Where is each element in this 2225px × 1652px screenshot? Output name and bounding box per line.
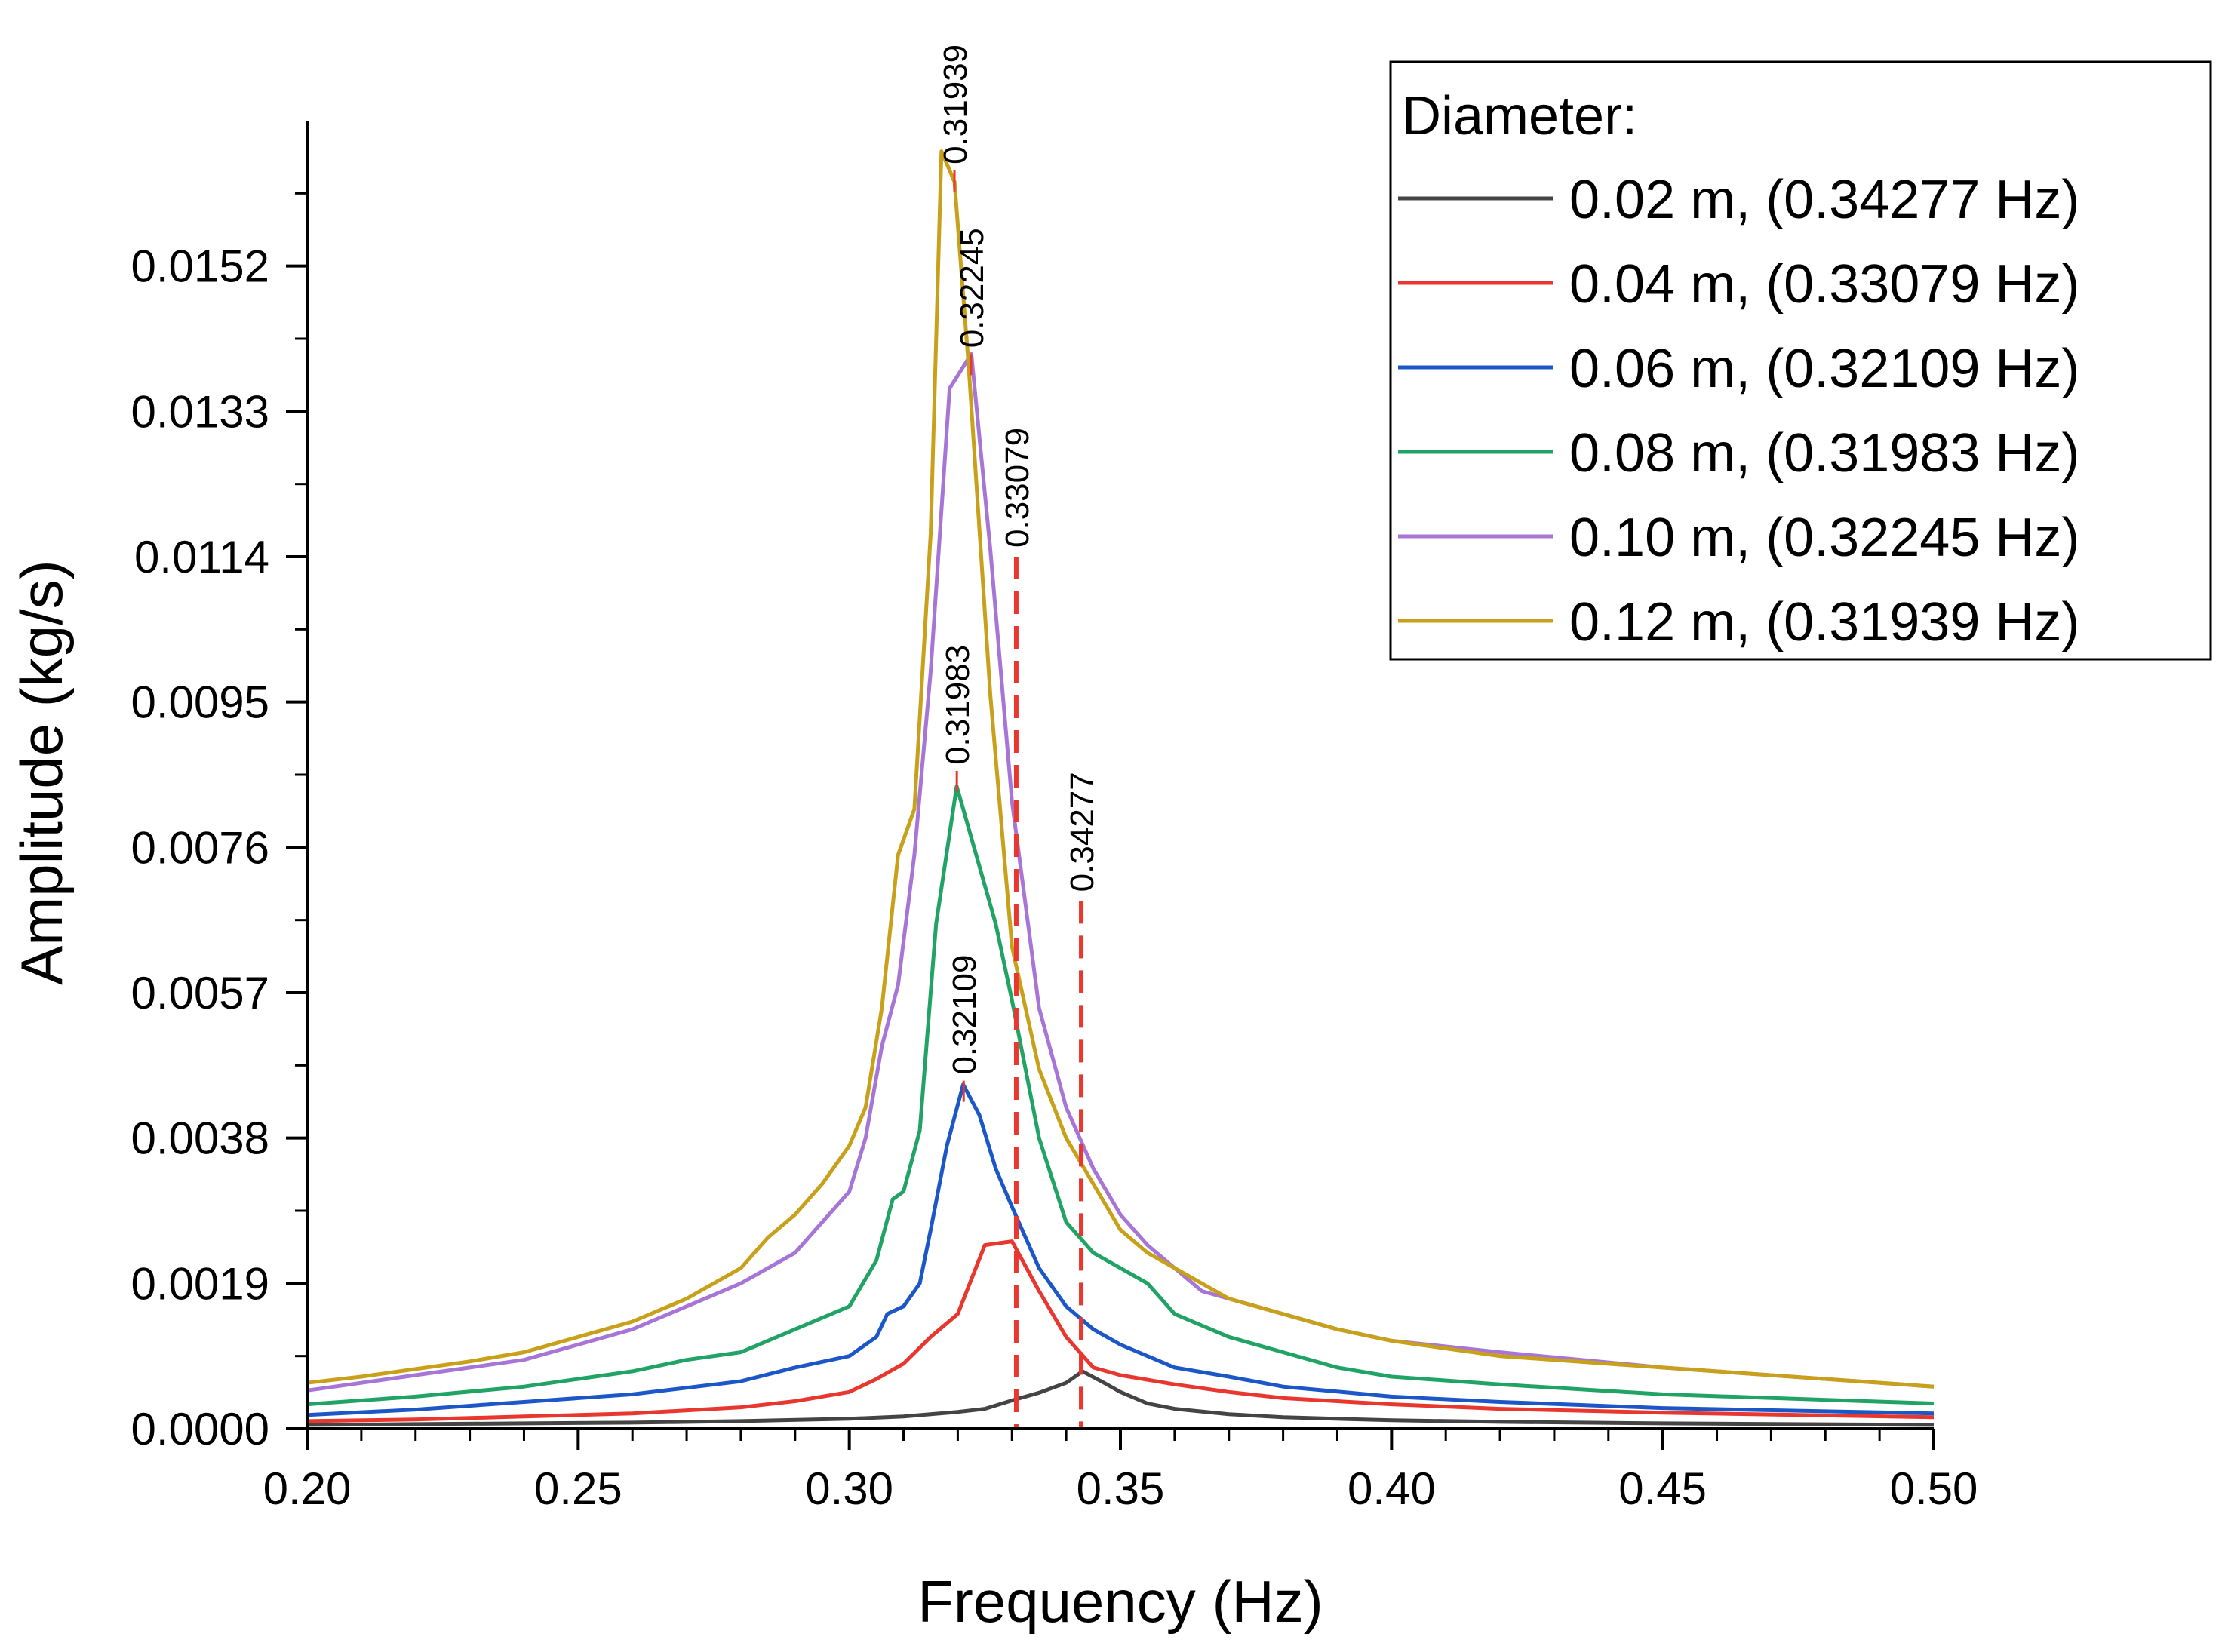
x-tick-label: 0.30 — [805, 1463, 893, 1514]
peak-label: 0.31983 — [939, 645, 976, 765]
y-ticks: 0.0000 0.0019 0.0038 0.0057 0.0076 0.0095 0.01… — [131, 192, 307, 1454]
y-tick-label: 0.0038 — [131, 1113, 269, 1164]
y-tick-label: 0.0057 — [131, 968, 269, 1018]
legend-items: 0.02 m, (0.34277 Hz) 0.04 m, (0.33079 Hz)… — [1398, 170, 2079, 653]
legend-label: 0.10 m, (0.32245 Hz) — [1569, 508, 2079, 568]
y-tick-label: 0.0133 — [131, 386, 269, 437]
x-tick-label: 0.40 — [1348, 1463, 1436, 1514]
y-tick-label: 0.0000 — [131, 1404, 269, 1454]
x-tick-label: 0.45 — [1618, 1463, 1707, 1514]
y-tick-label: 0.0019 — [131, 1258, 269, 1309]
y-tick-label: 0.0114 — [134, 532, 269, 582]
series-line — [306, 784, 1935, 1407]
legend: Diameter: 0.02 m, (0.34277 Hz) 0.04 m, (0… — [1389, 60, 2212, 661]
legend-label: 0.04 m, (0.33079 Hz) — [1569, 254, 2079, 315]
x-tick-label: 0.25 — [534, 1463, 622, 1514]
vertical-marker-label: 0.34277 — [1064, 772, 1101, 892]
y-tick-label: 0.0152 — [131, 241, 269, 292]
legend-title: Diameter: — [1402, 86, 1637, 146]
plot-markers — [953, 170, 1084, 1429]
legend-box — [1389, 60, 2212, 661]
series-line — [306, 149, 1935, 1389]
legend-label: 0.12 m, (0.31939 Hz) — [1569, 592, 2079, 653]
vertical-marker-label: 0.33079 — [999, 428, 1036, 548]
x-tick-label: 0.35 — [1077, 1463, 1165, 1514]
series-line — [306, 1369, 1935, 1427]
legend-label: 0.02 m, (0.34277 Hz) — [1569, 170, 2079, 230]
peak-label: 0.32245 — [954, 228, 991, 348]
series-line — [306, 1239, 1935, 1423]
y-tick-label: 0.0076 — [131, 822, 269, 873]
legend-label: 0.06 m, (0.32109 Hz) — [1569, 339, 2079, 399]
peak-labels: 0.33079 0.34277 0.31939 0.32245 0.31983 0.321… — [937, 45, 1101, 1075]
peak-label: 0.31939 — [937, 45, 974, 164]
x-axis-title: Frequency (Hz) — [917, 1568, 1323, 1635]
y-tick-label: 0.0095 — [131, 677, 269, 728]
peak-label: 0.32109 — [946, 955, 983, 1075]
x-tick-label: 0.20 — [263, 1463, 352, 1514]
plot-series — [306, 149, 1935, 1427]
x-tick-label: 0.50 — [1890, 1463, 1978, 1514]
series-line — [306, 1082, 1935, 1417]
legend-label: 0.08 m, (0.31983 Hz) — [1569, 423, 2079, 484]
y-axis-title: Amplitude (kg/s) — [8, 560, 75, 985]
x-ticks: 0.20 0.25 0.30 0.35 0.40 0.45 0.50 — [263, 1429, 1978, 1514]
